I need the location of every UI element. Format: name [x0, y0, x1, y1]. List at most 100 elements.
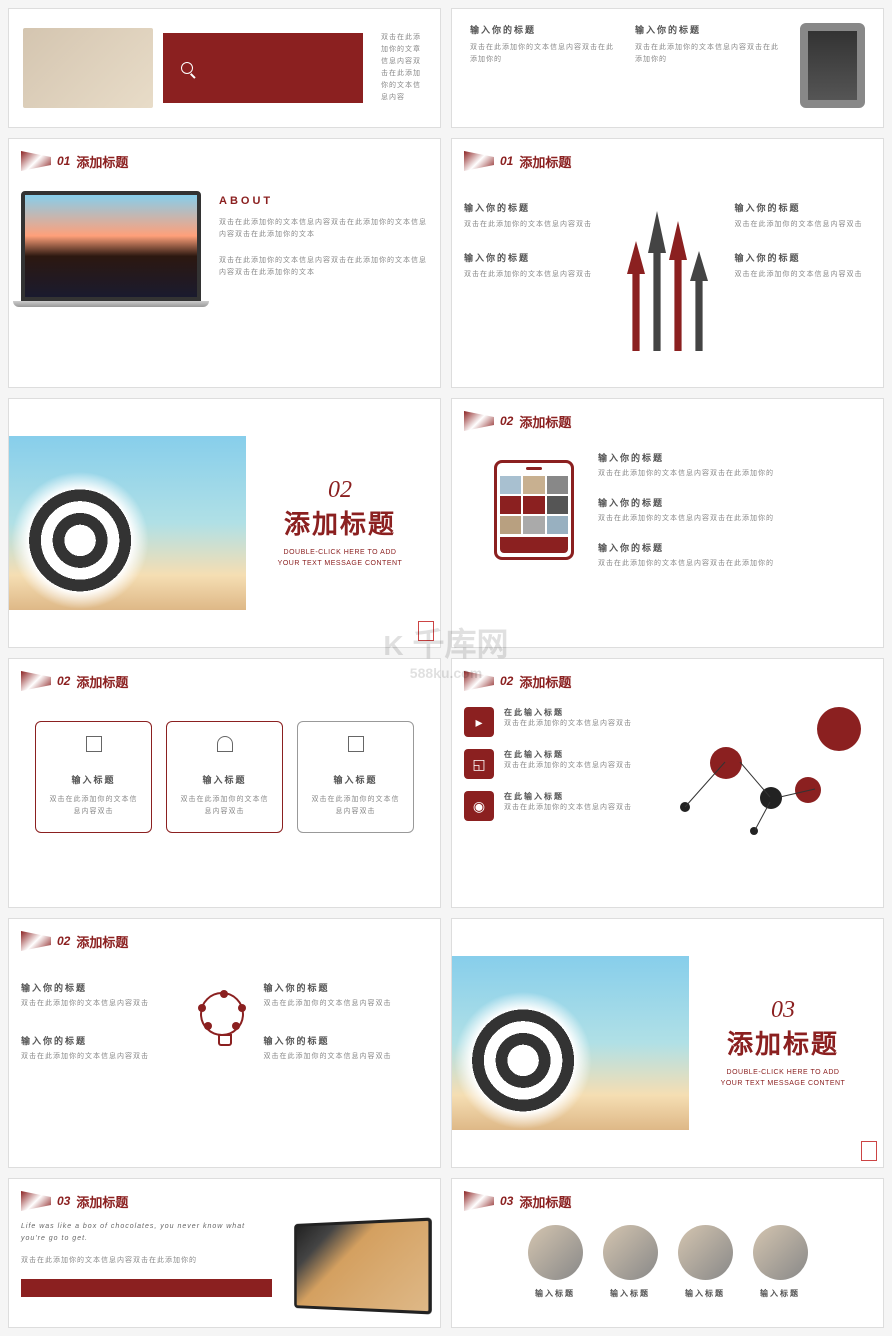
l-title1: 在此输入标题	[504, 707, 634, 718]
slide-12: 03 添加标题 输入标题 输入标题 输入标题 输入标题	[451, 1178, 884, 1328]
bl-title2: 输入你的标题	[21, 1034, 186, 1047]
p-title3: 输入你的标题	[598, 541, 871, 554]
red-block	[21, 1279, 272, 1297]
phone-mockup	[494, 460, 574, 560]
slide-header: 01 添加标题	[464, 151, 871, 171]
red-accent-bar	[163, 33, 363, 103]
slide-7: 02 添加标题 输入标题 双击在此添加你的文本信息内容双击 输入标题 双击在此添…	[8, 658, 441, 908]
header-num: 01	[57, 154, 70, 168]
section-num: 02	[270, 477, 410, 504]
section-sub1: DOUBLE-CLICK HERE TO ADD	[713, 1067, 853, 1078]
slide-6: 02 添加标题 输入你的标题 双击在此添加你的文本信息内容双击在此添加你的 输入…	[451, 398, 884, 648]
laptop-mockup	[21, 191, 201, 307]
card1-body: 双击在此添加你的文本信息内容双击	[46, 794, 141, 818]
br-title1: 输入你的标题	[264, 981, 429, 994]
header-fan-icon	[464, 1191, 494, 1211]
lightbulb-icon	[200, 992, 250, 1052]
header-fan-icon	[21, 931, 51, 951]
col1-title1: 输入你的标题	[464, 201, 601, 214]
l-body1: 双击在此添加你的文本信息内容双击	[504, 718, 634, 730]
slide-3: 01 添加标题 ABOUT 双击在此添加你的文本信息内容双击在此添加你的文本信息…	[8, 138, 441, 388]
bl-body2: 双击在此添加你的文本信息内容双击	[21, 1051, 186, 1063]
slide-header: 03 添加标题	[21, 1191, 428, 1211]
title-2: 输入你的标题	[635, 23, 782, 36]
header-fan-icon	[21, 1191, 51, 1211]
slide-header: 02 添加标题	[21, 671, 428, 691]
l-body3: 双击在此添加你的文本信息内容双击	[504, 802, 634, 814]
slide-header: 01 添加标题	[21, 151, 428, 171]
p-body2: 双击在此添加你的文本信息内容双击在此添加你的	[598, 513, 871, 525]
header-fan-icon	[21, 671, 51, 691]
col2-title2: 输入你的标题	[735, 251, 872, 264]
c-title3: 输入标题	[678, 1288, 733, 1299]
circle-image-1	[528, 1225, 583, 1280]
section-title: 03 添加标题 DOUBLE-CLICK HERE TO ADD YOUR TE…	[713, 997, 853, 1089]
card2-body: 双击在此添加你的文本信息内容双击	[177, 794, 272, 818]
section-main: 添加标题	[270, 504, 410, 541]
c-title1: 输入标题	[528, 1288, 583, 1299]
br-title2: 输入你的标题	[264, 1034, 429, 1047]
stamp-icon	[418, 621, 434, 641]
card3-title: 输入标题	[308, 773, 403, 786]
section-sub1: DOUBLE-CLICK HERE TO ADD	[270, 547, 410, 558]
section-sub2: YOUR TEXT MESSAGE CONTENT	[270, 558, 410, 569]
header-fan-icon	[464, 411, 494, 431]
slide-9: 02 添加标题 输入你的标题 双击在此添加你的文本信息内容双击 输入你的标题 双…	[8, 918, 441, 1168]
slide-header: 02 添加标题	[464, 671, 871, 691]
col1-title2: 输入你的标题	[464, 251, 601, 264]
about-body-2: 双击在此添加你的文本信息内容双击在此添加你的文本信息内容双击在此添加你的文本	[219, 255, 428, 279]
device-icon	[348, 736, 364, 752]
body-1: 双击在此添加你的文本信息内容双击在此添加你的	[470, 42, 617, 66]
col2-body2: 双击在此添加你的文本信息内容双击	[735, 269, 872, 281]
circle-image-4	[753, 1225, 808, 1280]
about-body-1: 双击在此添加你的文本信息内容双击在此添加你的文本信息内容双击在此添加你的文本	[219, 217, 428, 241]
p-body1: 双击在此添加你的文本信息内容双击在此添加你的	[598, 468, 871, 480]
target-arrows-image	[452, 956, 689, 1130]
slide-10-section: 03 添加标题 DOUBLE-CLICK HERE TO ADD YOUR TE…	[451, 918, 884, 1168]
stamp-icon	[861, 1141, 877, 1161]
quote-text: Life was like a box of chocolates, you n…	[21, 1221, 272, 1245]
section-title: 02 添加标题 DOUBLE-CLICK HERE TO ADD YOUR TE…	[270, 477, 410, 569]
card-3: 输入标题 双击在此添加你的文本信息内容双击	[297, 721, 414, 833]
col1-body1: 双击在此添加你的文本信息内容双击	[464, 219, 601, 231]
slide-1: 双击在此添加你的文章信息内容双击在此添加你的文本信息内容	[8, 8, 441, 128]
p-body3: 双击在此添加你的文本信息内容双击在此添加你的	[598, 558, 871, 570]
circle-image-2	[603, 1225, 658, 1280]
section-num: 03	[713, 997, 853, 1024]
slide-header: 02 添加标题	[464, 411, 871, 431]
br-body1: 双击在此添加你的文本信息内容双击	[264, 998, 429, 1010]
circle-image-3	[678, 1225, 733, 1280]
node-graph	[650, 707, 871, 867]
card-1: 输入标题 双击在此添加你的文本信息内容双击	[35, 721, 152, 833]
header-text: 添加标题	[76, 152, 128, 171]
slide-5-section: 02 添加标题 DOUBLE-CLICK HERE TO ADD YOUR TE…	[8, 398, 441, 648]
section-main: 添加标题	[713, 1024, 853, 1061]
body-2: 双击在此添加你的文本信息内容双击在此添加你的	[635, 42, 782, 66]
card-2: 输入标题 双击在此添加你的文本信息内容双击	[166, 721, 283, 833]
c-title4: 输入标题	[753, 1288, 808, 1299]
section-sub2: YOUR TEXT MESSAGE CONTENT	[713, 1078, 853, 1089]
image-hands	[23, 28, 153, 108]
l-title3: 在此输入标题	[504, 791, 634, 802]
c-title2: 输入标题	[603, 1288, 658, 1299]
person-icon	[217, 736, 233, 752]
header-fan-icon	[464, 671, 494, 691]
book-icon	[86, 736, 102, 752]
slide-2: 输入你的标题 双击在此添加你的文本信息内容双击在此添加你的 输入你的标题 双击在…	[451, 8, 884, 128]
cursor-icon: ▸	[464, 707, 494, 737]
col2-title1: 输入你的标题	[735, 201, 872, 214]
body-text: 双击在此添加你的文章信息内容双击在此添加你的文本信息内容	[381, 32, 426, 103]
slide-header: 02 添加标题	[21, 931, 428, 951]
target-arrows-image	[9, 436, 246, 610]
about-label: ABOUT	[219, 195, 428, 207]
p-title1: 输入你的标题	[598, 451, 871, 464]
card3-body: 双击在此添加你的文本信息内容双击	[308, 794, 403, 818]
tablet-mockup	[800, 23, 865, 108]
search-icon	[181, 62, 193, 74]
bl-body1: 双击在此添加你的文本信息内容双击	[21, 998, 186, 1010]
l-body2: 双击在此添加你的文本信息内容双击	[504, 760, 634, 772]
header-fan-icon	[21, 151, 51, 171]
card2-title: 输入标题	[177, 773, 272, 786]
slide-8: 02 添加标题 ▸ 在此输入标题 双击在此添加你的文本信息内容双击 ◱ 在此输入…	[451, 658, 884, 908]
crop-icon: ◱	[464, 749, 494, 779]
